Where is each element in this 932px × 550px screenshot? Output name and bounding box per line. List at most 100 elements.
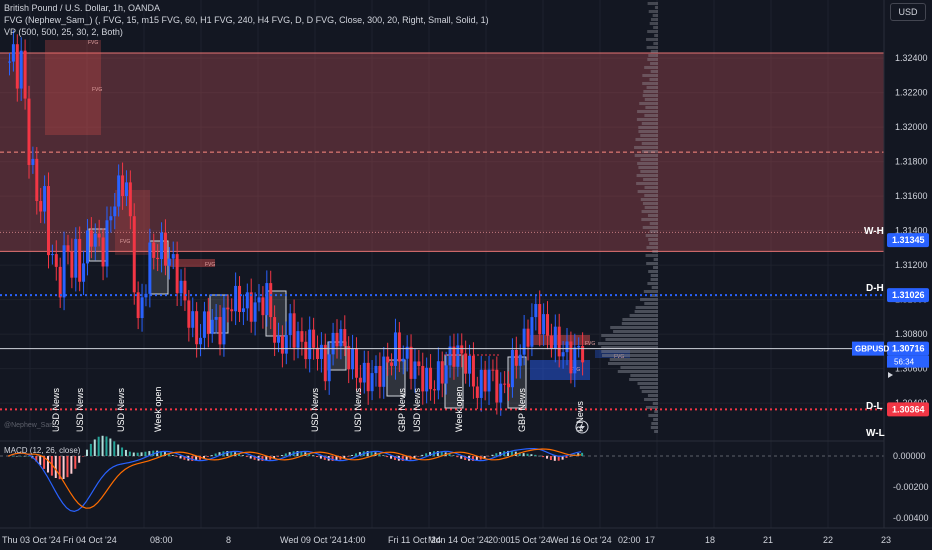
macd-label[interactable]: MACD (12, 26, close) xyxy=(4,446,81,455)
macd-tick-label: -0.00200 xyxy=(893,482,929,492)
candle-body xyxy=(277,335,281,343)
candle-body xyxy=(105,220,109,267)
candle-body xyxy=(222,307,226,345)
fvg-indicator-label[interactable]: FVG (Nephew_Sam_) (, FVG, 15, m15 FVG, 6… xyxy=(4,15,489,25)
macd-histogram-bar xyxy=(121,447,124,456)
candle-body xyxy=(128,182,132,217)
volume-bar xyxy=(648,270,658,273)
volume-bar xyxy=(644,186,658,189)
volume-bar xyxy=(622,318,658,321)
volume-bar xyxy=(643,290,658,293)
volume-bar xyxy=(648,54,658,57)
fvg-zones: FVGFVGFVGFVGFVGFVGFVG xyxy=(0,40,884,409)
macd-histogram-bar xyxy=(370,451,373,456)
volume-bar xyxy=(607,362,658,365)
fvg-label: FVG xyxy=(205,262,215,268)
volume-bar xyxy=(641,210,658,213)
candle-body xyxy=(397,332,401,362)
macd-histogram-bar xyxy=(530,454,533,456)
volume-bar xyxy=(597,342,658,345)
macd-histogram-bar xyxy=(199,456,202,460)
news-marker: USD News xyxy=(75,387,85,432)
candle-body xyxy=(440,361,444,384)
candle-body xyxy=(483,369,487,392)
macd-histogram-bar xyxy=(101,435,104,456)
currency-button[interactable]: USD xyxy=(890,3,926,21)
fvg-label: FVG xyxy=(88,40,98,46)
candle-body xyxy=(35,158,39,202)
candle-body xyxy=(409,346,413,379)
macd-histogram-bar xyxy=(460,456,463,459)
candle-body xyxy=(339,329,343,347)
volume-bar xyxy=(601,350,658,353)
volume-bar xyxy=(638,166,658,169)
macd-histogram-bar xyxy=(538,455,541,457)
candle-body xyxy=(97,233,101,238)
candle-body xyxy=(183,280,187,301)
macd-histogram-bar xyxy=(421,454,424,456)
x-tick-label: 17 xyxy=(645,535,655,545)
macd-histogram-bar xyxy=(85,449,88,456)
macd-histogram-bar xyxy=(308,453,311,456)
volume-bar xyxy=(648,414,658,417)
macd-histogram-bar xyxy=(483,456,486,459)
macd-histogram-bar xyxy=(128,451,131,456)
candle-body xyxy=(148,242,152,294)
volume-bar xyxy=(640,198,658,201)
macd-histogram-bar xyxy=(249,456,252,459)
fvg-box xyxy=(530,360,590,380)
macd-histogram-bar xyxy=(565,456,568,458)
price-pointer-icon xyxy=(888,372,893,378)
vp-indicator-label[interactable]: VP (500, 500, 25, 30, 2, Both) xyxy=(4,27,123,37)
volume-bar xyxy=(646,46,658,49)
candle-body xyxy=(319,344,323,359)
watermark: @Nephew_Sam_ xyxy=(4,422,59,429)
macd-histogram-bar xyxy=(245,456,248,457)
volume-bar xyxy=(650,70,658,73)
macd-histogram-bar xyxy=(136,452,139,456)
candle-body xyxy=(160,232,164,260)
volume-bar xyxy=(646,262,658,265)
macd-histogram-bar xyxy=(195,456,198,461)
macd-histogram-bar xyxy=(312,455,315,456)
candle-body xyxy=(206,311,210,334)
candle-body xyxy=(23,50,27,99)
news-marker: USD News xyxy=(116,387,126,432)
news-marker: USD News xyxy=(310,387,320,432)
x-tick-label: 15 Oct '24 xyxy=(510,535,551,545)
macd-tick-label: -0.00400 xyxy=(893,513,929,523)
signal-line xyxy=(7,448,582,509)
macd-histogram-bar xyxy=(253,456,256,460)
news-marker: Week open xyxy=(454,387,464,432)
candle-body xyxy=(565,341,569,353)
candle-body xyxy=(241,308,245,312)
macd-histogram-bar xyxy=(546,456,549,459)
macd-histogram-bar xyxy=(335,456,338,461)
volume-bar xyxy=(647,394,658,397)
macd-histogram-bar xyxy=(113,441,116,456)
news-marker: USD News xyxy=(412,387,422,432)
macd-histogram-bar xyxy=(191,456,194,461)
volume-bar xyxy=(648,10,658,13)
candle-body xyxy=(58,266,62,298)
volume-bar xyxy=(649,230,658,233)
current-price-tag: 1.30716 xyxy=(892,344,925,354)
candle-body xyxy=(175,254,179,294)
candle-body xyxy=(257,297,261,303)
fvg-box xyxy=(170,259,215,267)
macd-histogram-bar xyxy=(11,456,14,457)
volume-bar xyxy=(646,38,658,41)
candle-body xyxy=(132,216,136,293)
macd-histogram-bar xyxy=(148,451,151,456)
chart-title: British Pound / U.S. Dollar, 1h, OANDA xyxy=(4,3,161,13)
candle-body xyxy=(300,331,304,342)
x-tick-label: 21 xyxy=(763,535,773,545)
volume-bar xyxy=(643,178,658,181)
fvg-label: FVG xyxy=(120,239,130,245)
candle-body xyxy=(386,356,390,363)
candle-body xyxy=(195,311,199,345)
candle-body xyxy=(113,206,117,217)
candle-body xyxy=(11,44,15,62)
candle-body xyxy=(464,353,468,374)
